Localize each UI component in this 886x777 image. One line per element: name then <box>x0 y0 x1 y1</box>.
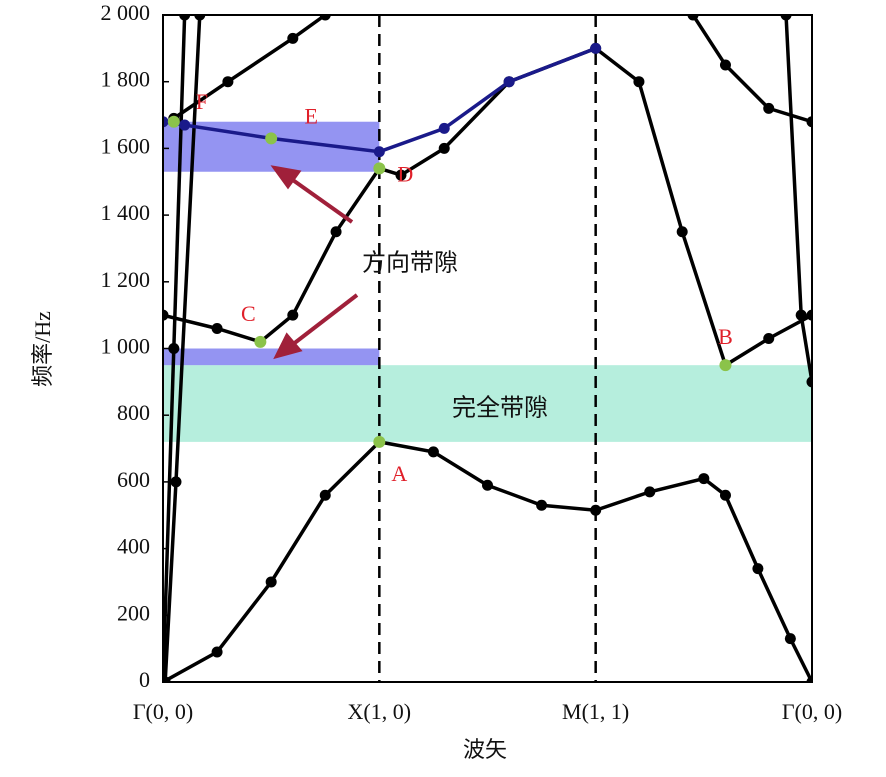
band-dot <box>806 309 812 321</box>
complete-gap-label: 完全带隙 <box>452 395 548 422</box>
shaded-bands <box>163 121 812 442</box>
band-dot <box>633 76 645 88</box>
arrow <box>288 176 354 224</box>
band-dot <box>427 446 439 458</box>
gap-band <box>163 348 380 366</box>
key-point <box>167 115 180 128</box>
arrow <box>290 293 359 347</box>
band-dot <box>806 376 812 388</box>
point-label: A <box>391 461 407 486</box>
arrow-head <box>273 332 303 360</box>
band-dot <box>319 15 331 21</box>
y-tick-label: 2 000 <box>101 0 151 25</box>
arrow-head <box>270 165 302 190</box>
band-dot <box>438 122 450 134</box>
band-dot <box>806 116 812 128</box>
band-dot <box>170 476 182 488</box>
y-tick-label: 1 400 <box>101 200 151 225</box>
point-label: C <box>241 301 256 326</box>
band-dot <box>395 169 407 181</box>
band-dot <box>194 15 206 21</box>
band-dot <box>163 309 169 321</box>
band-dot <box>179 15 191 21</box>
band-dot <box>719 489 731 501</box>
point-label: E <box>304 103 317 128</box>
band-dot <box>806 676 812 682</box>
key-point <box>373 162 386 175</box>
band-dot <box>222 76 234 88</box>
band-dot <box>179 119 191 131</box>
key-point <box>265 132 278 145</box>
band-dot <box>780 15 792 21</box>
band-dot <box>482 479 493 491</box>
key-point <box>254 335 267 348</box>
band-dot <box>373 146 385 158</box>
band-dot <box>590 42 602 54</box>
y-tick-label: 1 200 <box>101 267 151 292</box>
point-label: D <box>397 161 413 186</box>
band-dot <box>503 76 515 88</box>
x-tick-label: Γ(0, 0) <box>782 699 842 724</box>
band-dot <box>795 309 807 321</box>
y-tick-label: 1 000 <box>101 334 151 359</box>
band-dot <box>168 343 180 354</box>
y-tick-label: 800 <box>117 400 150 425</box>
direction-gap-label: 方向带隙 <box>362 250 458 277</box>
band-dot <box>676 226 688 238</box>
x-tick-label: Γ(0, 0) <box>133 699 193 724</box>
y-tick-label: 1 600 <box>101 133 151 158</box>
band-dot <box>763 102 775 114</box>
band-curve <box>163 439 812 682</box>
band-dot <box>319 489 331 501</box>
band-dot <box>287 32 299 44</box>
band-dot <box>698 473 710 485</box>
band-dot <box>644 486 656 498</box>
band-dot <box>287 309 299 321</box>
band-curve <box>691 15 812 124</box>
band-dot <box>330 226 342 238</box>
gap-band <box>163 365 812 442</box>
band-dot <box>687 15 699 21</box>
band-dot <box>211 322 223 334</box>
x-axis-label: 波矢 <box>463 737 507 762</box>
point-label: B <box>718 324 733 349</box>
y-tick-label: 1 800 <box>101 67 151 92</box>
band-dot <box>719 59 731 71</box>
band-dot <box>211 646 223 658</box>
y-tick-label: 600 <box>117 467 150 492</box>
band-dot <box>784 633 796 645</box>
band-dot <box>752 563 764 575</box>
band-dot <box>590 504 602 516</box>
y-tick-label: 0 <box>139 667 150 692</box>
band-dot <box>163 676 171 682</box>
key-point <box>373 435 386 448</box>
y-tick-label: 200 <box>117 600 150 625</box>
y-tick-label: 400 <box>117 534 150 559</box>
x-tick-label: M(1, 1) <box>562 699 629 724</box>
band-curve <box>172 15 327 120</box>
band-dot <box>763 332 775 344</box>
band-curves <box>163 15 812 682</box>
point-label: F <box>196 89 208 114</box>
key-point <box>719 359 732 372</box>
band-dot <box>536 499 548 511</box>
band-dot <box>163 116 169 128</box>
band-dot <box>265 576 277 588</box>
band-dot <box>438 142 450 154</box>
y-axis-label: 频率/Hz <box>30 311 55 387</box>
x-tick-label: X(1, 0) <box>348 699 412 724</box>
arrows <box>270 165 359 360</box>
